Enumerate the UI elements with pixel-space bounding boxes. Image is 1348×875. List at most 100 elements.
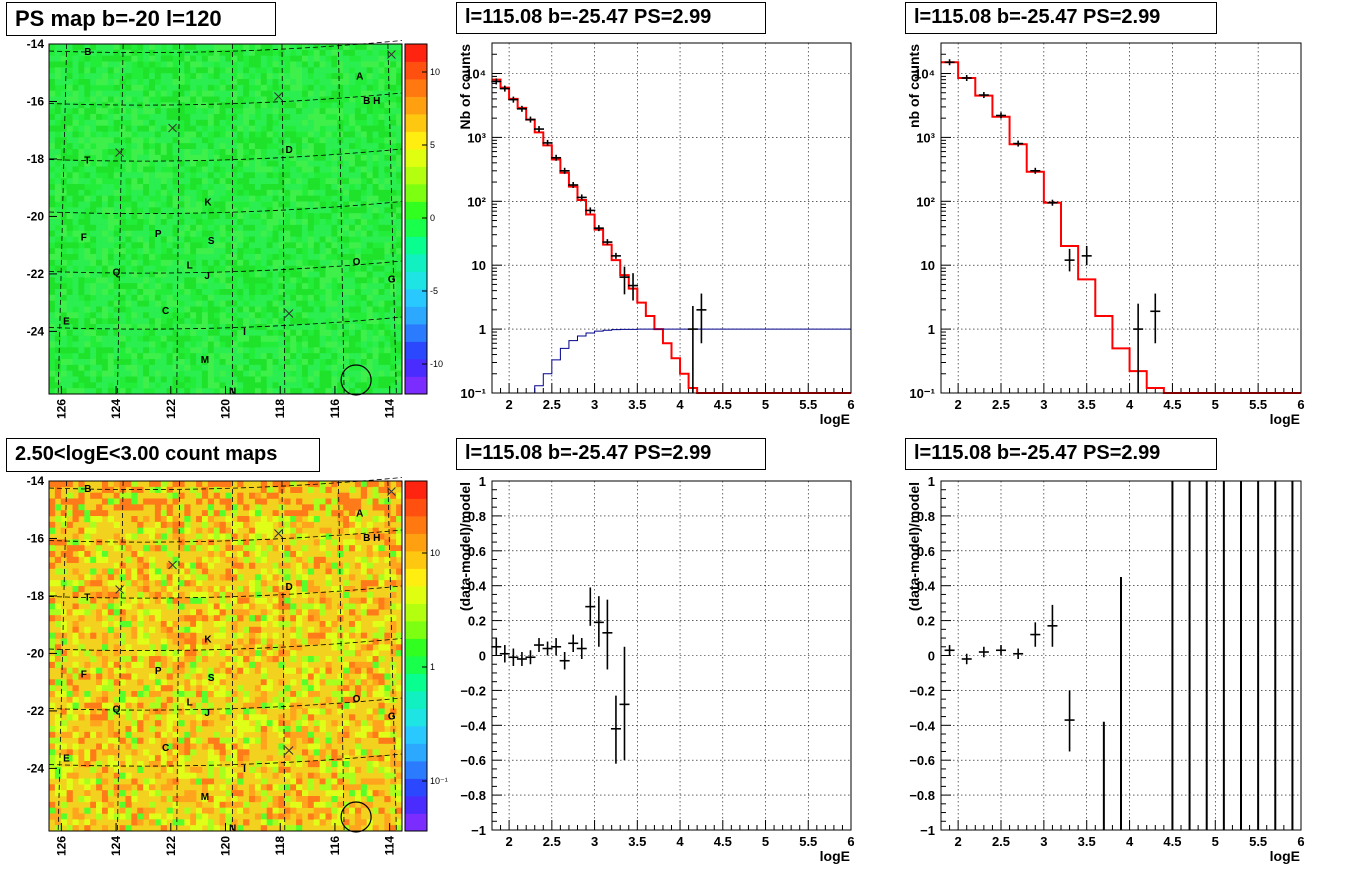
map-pixel: [49, 119, 56, 126]
map-pixel: [366, 283, 373, 290]
map-pixel: [66, 242, 73, 249]
map-pixel: [384, 551, 391, 558]
map-pixel: [290, 656, 297, 663]
map-pixel: [301, 673, 309, 680]
map-pixel: [390, 184, 397, 191]
map-pixel: [207, 306, 215, 313]
map-pixel: [301, 178, 309, 185]
map-pixel: [313, 691, 320, 698]
map-pixel: [219, 329, 226, 336]
map-pixel: [107, 376, 115, 383]
map-pixel: [313, 376, 320, 383]
map-pixel: [319, 108, 326, 115]
map-pixel: [137, 61, 144, 68]
map-pixel: [225, 49, 232, 56]
map-pixel: [378, 731, 385, 738]
map-pixel: [178, 685, 185, 692]
map-pixel: [301, 324, 309, 331]
map-pixel: [213, 691, 220, 698]
map-pixel: [349, 521, 356, 528]
map-pixel: [225, 591, 232, 598]
map-pixel: [384, 638, 391, 645]
map-pixel: [343, 784, 350, 791]
map-pixel: [343, 55, 350, 62]
map-pixel: [190, 644, 197, 651]
map-pixel: [131, 254, 138, 261]
map-pixel: [272, 230, 279, 237]
map-pixel: [201, 486, 209, 493]
map-pixel: [90, 73, 97, 80]
map-pixel: [254, 504, 262, 511]
map-pixel: [378, 79, 385, 86]
map-pixel: [349, 778, 356, 785]
map-pixel: [325, 277, 332, 284]
map-pixel: [78, 306, 85, 313]
map-pixel: [343, 603, 350, 610]
map-pixel: [54, 318, 62, 325]
map-pixel: [284, 265, 291, 272]
map-pixel: [54, 492, 62, 499]
map-pixel: [190, 597, 197, 604]
map-pixel: [354, 516, 362, 523]
map-pixel: [160, 621, 167, 628]
map-pixel: [266, 184, 273, 191]
map-pixel: [313, 638, 320, 645]
map-pixel: [101, 603, 109, 610]
map-pixel: [125, 568, 132, 575]
map-pixel: [213, 67, 220, 74]
map-pixel: [137, 347, 144, 354]
map-pixel: [207, 691, 215, 698]
map-pixel: [384, 685, 391, 692]
map-pixel: [307, 154, 315, 161]
map-pixel: [390, 44, 397, 51]
map-pixel: [254, 61, 262, 68]
map-pixel: [349, 79, 356, 86]
map-pixel: [72, 189, 79, 196]
map-pixel: [101, 370, 109, 377]
map-pixel: [354, 784, 362, 791]
map-pixel: [337, 516, 344, 523]
map-pixel: [201, 90, 209, 97]
map-pixel: [237, 90, 244, 97]
map-pixel: [372, 143, 379, 150]
map-pixel: [296, 219, 303, 226]
map-pixel: [360, 778, 367, 785]
map-pixel: [178, 96, 185, 103]
map-pixel: [125, 131, 132, 138]
map-pixel: [196, 562, 203, 569]
map-pixel: [54, 125, 62, 132]
map-pixel: [331, 755, 338, 762]
map-pixel: [237, 551, 244, 558]
map-pixel: [378, 96, 385, 103]
map-pixel: [266, 347, 273, 354]
map-pixel: [260, 597, 267, 604]
map-pixel: [101, 259, 109, 266]
map-pixel: [243, 603, 250, 610]
map-pixel: [60, 481, 67, 488]
map-pixel: [154, 661, 162, 668]
map-pixel: [219, 586, 226, 593]
map-pixel: [54, 207, 62, 214]
map-pixel: [272, 79, 279, 86]
map-pixel: [337, 108, 344, 115]
map-pixel: [178, 201, 185, 208]
map-pixel: [278, 801, 285, 808]
map-pixel: [272, 265, 279, 272]
map-pixel: [72, 819, 79, 826]
map-pixel: [213, 131, 220, 138]
map-pixel: [319, 784, 326, 791]
map-pixel: [378, 195, 385, 202]
map-pixel: [154, 324, 162, 331]
map-pixel: [113, 533, 120, 540]
map-pixel: [378, 551, 385, 558]
map-pixel: [354, 382, 362, 389]
map-pixel: [390, 324, 397, 331]
map-pixel: [343, 166, 350, 173]
map-pixel: [113, 609, 120, 616]
map-pixel: [237, 632, 244, 639]
map-pixel: [390, 248, 397, 255]
map-pixel: [84, 108, 91, 115]
map-pixel: [207, 720, 215, 727]
map-pixel: [54, 154, 62, 161]
map-pixel: [390, 708, 397, 715]
